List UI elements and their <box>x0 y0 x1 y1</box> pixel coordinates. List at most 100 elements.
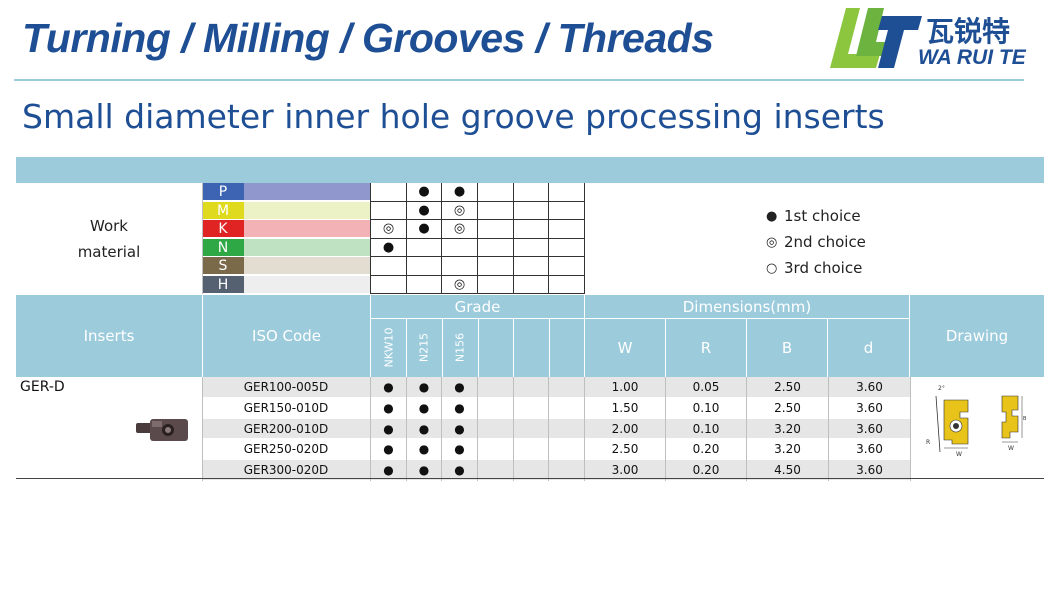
grade-mark-cell <box>513 397 548 419</box>
material-mark-cell <box>477 220 513 239</box>
material-color-bar <box>244 183 370 201</box>
material-mark-cell <box>548 238 584 257</box>
material-mark-cell <box>513 220 548 239</box>
banner-title: Turning / Milling / Grooves / Threads <box>22 15 714 61</box>
legend-label: 3rd choice <box>784 259 863 277</box>
material-grid-border <box>584 183 585 294</box>
dim-d-cell: 3.60 <box>828 418 910 440</box>
material-mark-cell <box>513 257 548 276</box>
material-mark-cell <box>548 183 584 202</box>
grade-mark-cell <box>477 397 513 419</box>
dim-w-cell: 3.00 <box>584 460 665 482</box>
banner: Turning / Milling / Grooves / Threads 瓦锐… <box>0 0 1060 80</box>
material-mark-cell <box>370 183 406 202</box>
insert-drawing-icon: 2° R W B W <box>926 385 1027 458</box>
legend-item: ○ 3rd choice <box>766 255 966 281</box>
table-row <box>202 377 910 398</box>
iso-column-border <box>202 377 203 481</box>
grade-mark-cell <box>513 460 548 482</box>
material-mark-cell <box>370 257 406 276</box>
work-material-label: Work material <box>16 183 202 294</box>
drawing-r-label: R <box>926 439 930 446</box>
material-letter-k: K <box>202 220 244 238</box>
dim-w-cell: 2.50 <box>584 439 665 461</box>
material-mark-cell: ◎ <box>441 275 477 294</box>
grade-mark-cell <box>477 439 513 461</box>
grade-mark-cell: ● <box>370 460 406 482</box>
iso-code-cell: GER250-020D <box>243 442 329 457</box>
material-letter-p: P <box>202 183 244 201</box>
dim-b-cell: 2.50 <box>746 397 828 419</box>
grade-mark-cell: ● <box>441 418 477 440</box>
material-letter-s: S <box>202 257 244 275</box>
grade-mark-cell: ● <box>370 418 406 440</box>
product-name: GER-D <box>20 379 65 395</box>
choice-legend: ● 1st choice ◎ 2nd choice ○ 3rd choice <box>766 203 966 281</box>
material-mark-cell <box>477 183 513 202</box>
dim-r-cell: 0.20 <box>665 439 746 461</box>
grade-mark-cell <box>513 377 548 398</box>
grade-n215: N215 <box>417 332 431 363</box>
dim-w-header: W <box>585 319 666 377</box>
second-choice-icon: ◎ <box>766 234 778 250</box>
dim-r-header: R <box>666 319 747 377</box>
material-mark-cell <box>548 257 584 276</box>
material-mark-cell: ● <box>406 183 441 202</box>
dim-d-cell: 3.60 <box>828 397 910 419</box>
dimensions-header: Dimensions(mm) W R B d <box>585 295 909 377</box>
material-letter-h: H <box>202 275 244 294</box>
material-mark-cell: ● <box>370 238 406 257</box>
material-mark-cell: ◎ <box>441 220 477 239</box>
grade-mark-cell: ● <box>406 418 441 440</box>
material-grid-border <box>202 183 203 294</box>
grade-mark-cell <box>513 439 548 461</box>
table-row <box>202 418 910 440</box>
drawing-b-label: B <box>1023 416 1027 422</box>
material-mark-cell: ● <box>406 201 441 220</box>
grade-mark-cell: ● <box>441 397 477 419</box>
logo-mark-icon <box>830 8 922 68</box>
dim-d-label: d <box>863 339 874 357</box>
material-color-bar <box>244 257 370 275</box>
material-mark-cell: ◎ <box>370 220 406 239</box>
material-mark-cell <box>370 275 406 294</box>
table-row <box>202 397 910 419</box>
dim-d-cell: 3.60 <box>828 377 910 398</box>
legend-label: 1st choice <box>784 207 861 225</box>
dim-r-cell: 0.05 <box>665 377 746 398</box>
grade-mark-cell: ● <box>370 439 406 461</box>
dim-d-cell: 3.60 <box>828 460 910 482</box>
third-choice-icon: ○ <box>766 260 778 276</box>
material-color-bar <box>244 275 370 294</box>
grade-mark-cell <box>548 418 584 440</box>
dim-b-cell: 3.20 <box>746 439 828 461</box>
material-mark-cell <box>548 201 584 220</box>
dimensions-header-label: Dimensions(mm) <box>682 297 812 316</box>
grade-mark-cell: ● <box>406 397 441 419</box>
material-mark-cell <box>406 257 441 276</box>
table-top-band <box>16 157 1044 183</box>
material-mark-cell <box>548 220 584 239</box>
grade-mark-cell: ● <box>406 377 441 398</box>
material-mark-cell <box>513 275 548 294</box>
material-mark-cell <box>477 275 513 294</box>
grade-nkw10: NKW10 <box>382 327 396 368</box>
grade-header-label: Grade <box>454 297 501 316</box>
grade-mark-cell <box>548 397 584 419</box>
iso-code-cell: GER150-010D <box>243 400 329 415</box>
material-mark-cell: ● <box>406 220 441 239</box>
material-color-bar <box>244 201 370 220</box>
grade-n156: N156 <box>453 332 467 363</box>
material-color-bar <box>244 220 370 238</box>
grade-header-title: Grade <box>371 295 584 319</box>
work-material-label-line1: Work <box>90 216 128 235</box>
dim-w-label: W <box>617 339 633 357</box>
dim-b-header: B <box>747 319 828 377</box>
material-mark-cell <box>477 201 513 220</box>
material-mark-cell <box>406 238 441 257</box>
iso-code-header: ISO Code <box>203 295 370 377</box>
logo-chinese-text: 瓦锐特 <box>926 15 1011 48</box>
insert-photo-icon <box>136 419 188 441</box>
dim-d-header: d <box>828 319 909 377</box>
material-letter-m: M <box>202 201 244 220</box>
